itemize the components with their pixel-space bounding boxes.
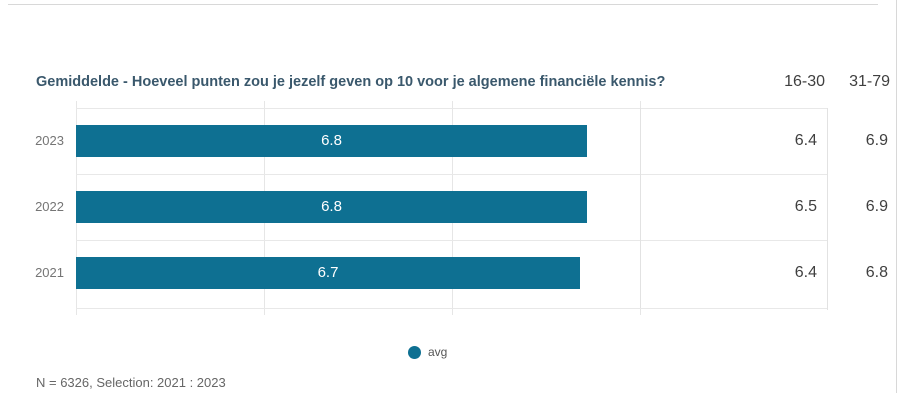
table-border-column-separator bbox=[827, 108, 828, 310]
avg-bar-2022: 6.8 bbox=[76, 191, 587, 223]
value-31-79-2022: 6.9 bbox=[865, 198, 888, 215]
legend-dot-icon bbox=[408, 345, 421, 359]
chart-title: Gemiddelde - Hoeveel punten zou je jezel… bbox=[36, 74, 666, 90]
category-label-2021: 2021 bbox=[35, 265, 64, 280]
value-16-30-2023: 6.4 bbox=[794, 132, 817, 149]
category-label-2022: 2022 bbox=[35, 199, 64, 214]
avg-bar-2023: 6.8 bbox=[76, 125, 587, 157]
value-31-79-2021: 6.8 bbox=[865, 264, 888, 281]
row-separator-1 bbox=[76, 174, 827, 175]
value-16-30-2021: 6.4 bbox=[794, 264, 817, 281]
plot-top-border bbox=[76, 108, 827, 109]
column-header-31-79: 31-79 bbox=[849, 73, 890, 90]
row-separator-2 bbox=[76, 240, 827, 241]
bar-value-label-2021: 6.7 bbox=[317, 264, 339, 281]
top-divider bbox=[8, 4, 878, 5]
bar-value-label-2022: 6.8 bbox=[321, 198, 342, 215]
category-label-2023: 2023 bbox=[35, 133, 64, 148]
table-border-plot-right bbox=[640, 108, 641, 308]
legend-label: avg bbox=[428, 345, 448, 359]
avg-bar-2021: 6.7 bbox=[76, 257, 580, 289]
value-31-79-2023: 6.9 bbox=[865, 132, 888, 149]
right-edge-divider bbox=[896, 0, 897, 393]
legend-item-avg[interactable]: avg bbox=[408, 345, 447, 359]
footer-note: N = 6326, Selection: 2021 : 2023 bbox=[36, 375, 226, 390]
column-header-16-30: 16-30 bbox=[784, 73, 825, 90]
value-16-30-2022: 6.5 bbox=[794, 198, 817, 215]
plot-bottom-border bbox=[76, 308, 827, 309]
bar-value-label-2023: 6.8 bbox=[321, 132, 342, 149]
